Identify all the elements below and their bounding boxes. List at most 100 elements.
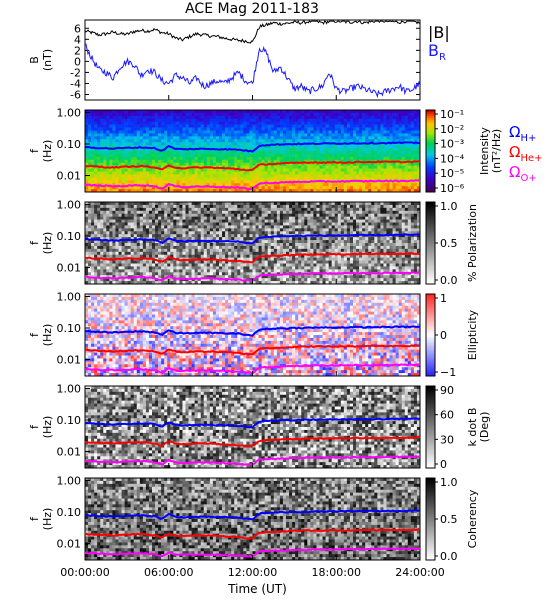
series-b-total <box>84 20 421 44</box>
y-tick-label: -4 <box>70 77 81 90</box>
colorbar-tick-label: 0.0 <box>440 274 458 287</box>
freq-tick-label: 0.10 <box>57 138 82 151</box>
colorbar-tick-label: 0.5 <box>440 513 458 526</box>
intensity-colorbar-label: Intensity <box>478 127 491 175</box>
legend-omega-h: ΩH+ <box>509 123 536 144</box>
y-tick-label: -2 <box>70 66 81 79</box>
polarization-spectrogram <box>85 202 421 285</box>
legend-b-radial: BR <box>428 41 446 63</box>
freq-tick-label: 0.10 <box>57 230 82 243</box>
intensity-colorbar: 10⁻¹ 10⁻² 10⁻³10⁻⁴ 10⁻⁵ 10⁻⁶ Intensity (nT²/Hz… <box>425 108 503 195</box>
polarization-panel: 1.00 0.10 0.01 f (Hz) 1.0 0.5 0.0 % Polarization <box>28 198 479 287</box>
ellipticity-colorbar: 1 0 −1 Ellipticity <box>425 292 479 379</box>
colorbar-tick-label: 1.0 <box>440 476 458 489</box>
coherency-panel: 1.00 0.10 0.01 f (Hz) 1.0 0.5 0.0 Coherency <box>28 474 479 563</box>
legend-omega-o: ΩO+ <box>509 163 537 184</box>
coherency-colorbar-label: Coherency <box>466 489 479 548</box>
b-field-frame <box>84 19 421 101</box>
colorbar-tick-label: 90 <box>440 384 454 397</box>
intensity-panel: 1.000.100.01f (Hz)10⁻¹10⁻²10⁻³10⁻⁴10⁻⁵10⁻… <box>28 106 503 195</box>
freq-tick-label: 1.00 <box>57 198 82 211</box>
time-tick-label: 18:00:00 <box>312 566 361 579</box>
legend-omega-he: ΩHe+ <box>509 143 543 164</box>
polarization-colorbar-label: % Polarization <box>466 204 479 282</box>
y-tick-label: 4 <box>74 33 81 46</box>
colorbar-tick-label: 0 <box>440 329 447 342</box>
colorbar-frame <box>425 109 436 193</box>
colorbar-tick-label: 10⁻⁴ <box>440 152 465 165</box>
colorbar-tick-label: 30 <box>440 433 454 446</box>
kdotb-yunit: (Hz) <box>41 416 54 439</box>
colorbar-frame <box>425 385 436 469</box>
coherency-spectrogram <box>85 478 421 561</box>
ellipticity-yunit: (Hz) <box>41 324 54 347</box>
time-tick-label: 12:00:00 <box>228 566 277 579</box>
colorbar-tick-label: 1 <box>440 292 447 305</box>
freq-tick-label: 0.01 <box>57 538 82 551</box>
ellipticity-colorbar-label: Ellipticity <box>466 309 479 360</box>
colorbar-tick-label: 10⁻² <box>440 123 464 136</box>
time-tick-label: 24:00:00 <box>395 566 444 579</box>
kdotb-colorbar: 90 60 30 0 k dot B (Deg) <box>425 384 491 471</box>
time-tick-label: 00:00:00 <box>60 566 109 579</box>
freq-tick-label: 0.10 <box>57 414 82 427</box>
time-axis-label: Time (UT) <box>227 582 287 596</box>
coherency-colorbar: 1.0 0.5 0.0 Coherency <box>425 476 479 563</box>
gyro-line-Heplus <box>84 160 421 172</box>
intensity-spectrogram <box>85 110 421 193</box>
colorbar-tick-label: 10⁻⁵ <box>440 167 464 180</box>
freq-tick-label: 1.00 <box>57 290 82 303</box>
time-axis: 00:00:00 06:00:00 12:00:00 18:00:00 24:00:00… <box>60 95 445 596</box>
legend-b-total: |B| <box>428 23 450 42</box>
gyro-line-Hplus <box>84 233 421 245</box>
freq-tick-label: 1.00 <box>57 382 82 395</box>
polarization-colorbar: 1.0 0.5 0.0 % Polarization <box>425 200 479 287</box>
intensity-colorbar-unit: (nT²/Hz) <box>490 129 503 173</box>
ellipticity-ylabel: f <box>28 332 41 337</box>
gyro-line-Heplus <box>84 528 421 540</box>
freq-tick-label: 0.01 <box>57 446 82 459</box>
intensity-ylabel: f <box>28 148 41 153</box>
freq-tick-label: 0.01 <box>57 170 82 183</box>
gyro-legend: ΩH+ΩHe+ΩO+ <box>509 123 543 184</box>
series-b-radial <box>84 43 421 99</box>
y-tick-label: 0 <box>74 55 81 68</box>
gyro-line-Hplus <box>84 417 420 429</box>
coherency-yunit: (Hz) <box>41 508 54 531</box>
colorbar-tick-label: −1 <box>440 366 456 379</box>
y-tick-label: 6 <box>74 22 81 35</box>
colorbar-tick-label: 10⁻³ <box>440 138 464 151</box>
polarization-ylabel: f <box>28 240 41 245</box>
y-tick-label: -6 <box>70 88 81 101</box>
freq-tick-label: 0.01 <box>57 354 82 367</box>
gyro-line-Hplus <box>84 141 421 153</box>
ellipticity-panel: 1.00 0.10 0.01 f (Hz) 1 0 −1 Ellipticity <box>28 290 479 379</box>
colorbar-tick-label: 1.0 <box>440 200 458 213</box>
b-field-ylabel: B <box>28 56 41 64</box>
colorbar-tick-label: 60 <box>440 409 454 422</box>
polarization-yunit: (Hz) <box>41 232 54 255</box>
kdotb-spectrogram <box>85 386 421 469</box>
coherency-ylabel: f <box>28 516 41 521</box>
kdotb-ylabel: f <box>28 424 41 429</box>
b-field-yunit: (nT) <box>41 49 54 71</box>
kdotb-colorbar-label: k dot B <box>466 408 479 447</box>
ellipticity-spectrogram <box>85 294 421 377</box>
gyro-line-Heplus <box>84 435 421 448</box>
freq-tick-label: 0.10 <box>57 506 82 519</box>
time-tick-label: 06:00:00 <box>144 566 193 579</box>
intensity-yunit: (Hz) <box>41 140 54 163</box>
y-tick-label: 2 <box>74 44 81 57</box>
colorbar-tick-label: 0 <box>440 458 447 471</box>
kdotb-colorbar-unit: (Deg) <box>478 412 491 443</box>
freq-tick-label: 0.10 <box>57 322 82 335</box>
colorbar-tick-label: 10⁻¹ <box>440 108 464 121</box>
freq-tick-label: 1.00 <box>57 106 82 119</box>
freq-tick-label: 1.00 <box>57 474 82 487</box>
gyro-line-Heplus <box>84 252 421 264</box>
freq-tick-label: 0.01 <box>57 262 82 275</box>
figure-title: ACE Mag 2011-183 <box>185 1 319 17</box>
